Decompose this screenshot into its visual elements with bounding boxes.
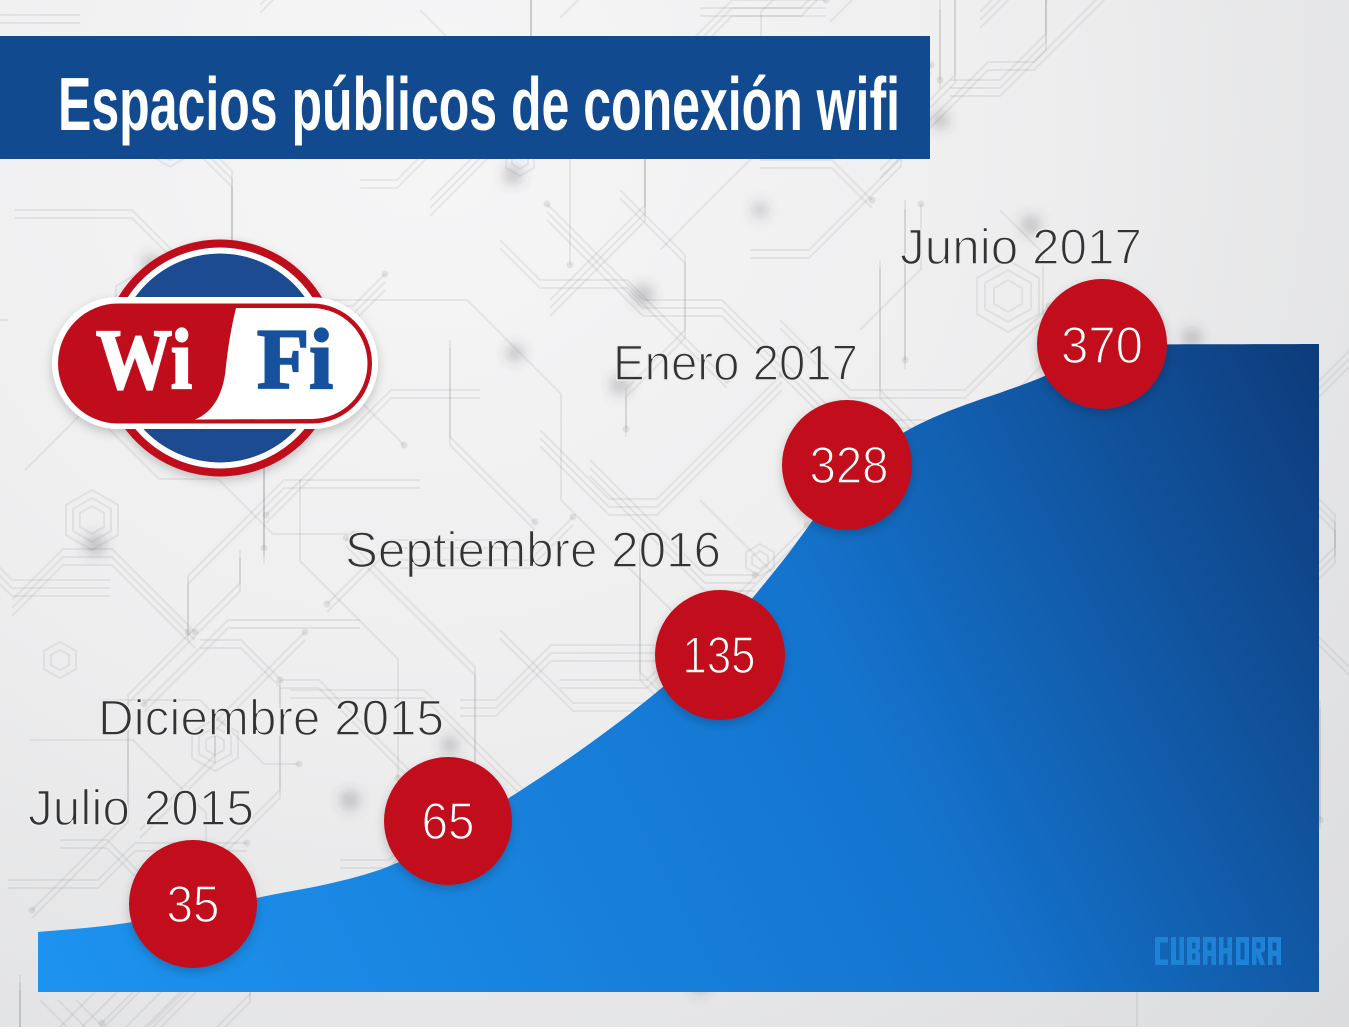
svg-text:65: 65 <box>422 793 475 851</box>
svg-text:135: 135 <box>683 627 756 685</box>
svg-text:Fi: Fi <box>257 311 333 407</box>
svg-text:Junio 2017: Junio 2017 <box>900 219 1142 275</box>
svg-text:370: 370 <box>1061 317 1143 375</box>
svg-text:Espacios públicos de conexión: Espacios públicos de conexión wifi <box>58 62 900 146</box>
svg-text:328: 328 <box>810 437 889 495</box>
svg-text:Enero 2017: Enero 2017 <box>613 335 858 391</box>
svg-text:Diciembre 2015: Diciembre 2015 <box>98 690 444 746</box>
svg-text:35: 35 <box>167 876 220 934</box>
svg-text:Wi: Wi <box>96 311 192 407</box>
svg-text:Julio 2015: Julio 2015 <box>28 780 254 836</box>
svg-text:Septiembre 2016: Septiembre 2016 <box>345 522 721 578</box>
